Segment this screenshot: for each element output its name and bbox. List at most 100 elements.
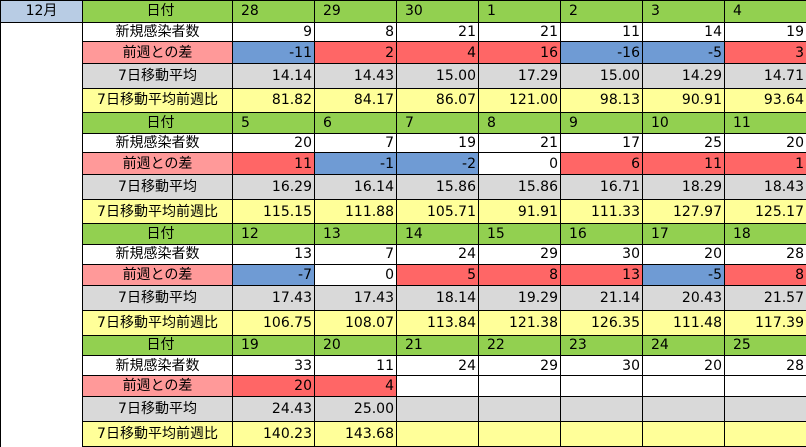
date-cell[interactable]: 29 xyxy=(314,0,397,23)
empty-cell[interactable] xyxy=(0,264,83,286)
empty-cell[interactable] xyxy=(0,199,83,224)
value-cell[interactable]: -11 xyxy=(232,41,315,64)
date-cell[interactable]: 13 xyxy=(314,223,397,246)
value-cell[interactable] xyxy=(724,396,806,423)
row-label-diff[interactable]: 前週との差 xyxy=(82,374,233,398)
value-cell[interactable]: 20 xyxy=(724,132,806,154)
value-cell[interactable]: 91.91 xyxy=(478,198,561,225)
value-cell[interactable]: 28 xyxy=(724,355,806,376)
value-cell[interactable]: 86.07 xyxy=(396,87,479,114)
date-cell[interactable]: 17 xyxy=(642,223,725,246)
value-cell[interactable]: 108.07 xyxy=(314,309,397,336)
empty-cell[interactable] xyxy=(0,112,83,134)
value-cell[interactable]: 14.14 xyxy=(232,62,315,89)
value-cell[interactable]: 127.97 xyxy=(642,198,725,225)
value-cell[interactable]: 20 xyxy=(232,132,315,154)
value-cell[interactable]: 11 xyxy=(232,152,315,176)
date-cell[interactable]: 16 xyxy=(560,223,643,246)
value-cell[interactable]: 121.38 xyxy=(478,309,561,336)
value-cell[interactable]: 4 xyxy=(396,41,479,64)
value-cell[interactable]: 11 xyxy=(314,355,397,376)
value-cell[interactable]: 16.71 xyxy=(560,174,643,200)
row-label-date[interactable]: 日付 xyxy=(82,223,233,246)
date-cell[interactable]: 5 xyxy=(232,112,315,134)
value-cell[interactable]: -2 xyxy=(396,152,479,176)
value-cell[interactable]: 15.86 xyxy=(478,174,561,200)
value-cell[interactable]: 16.14 xyxy=(314,174,397,200)
value-cell[interactable]: -1 xyxy=(314,152,397,176)
date-cell[interactable]: 7 xyxy=(396,112,479,134)
value-cell[interactable]: 16 xyxy=(478,41,561,64)
date-cell[interactable]: 1 xyxy=(478,0,561,23)
empty-cell[interactable] xyxy=(0,41,83,64)
row-label-avg7[interactable]: 7日移動平均 xyxy=(82,174,233,200)
date-cell[interactable]: 9 xyxy=(560,112,643,134)
value-cell[interactable]: 11 xyxy=(560,21,643,43)
value-cell[interactable]: 0 xyxy=(478,152,561,176)
value-cell[interactable] xyxy=(560,374,643,398)
value-cell[interactable]: 140.23 xyxy=(232,421,315,447)
value-cell[interactable]: 14.43 xyxy=(314,62,397,89)
value-cell[interactable]: 8 xyxy=(478,263,561,287)
row-label-diff[interactable]: 前週との差 xyxy=(82,41,233,64)
value-cell[interactable]: 20 xyxy=(232,374,315,398)
value-cell[interactable]: -7 xyxy=(232,263,315,287)
empty-cell[interactable] xyxy=(0,285,83,311)
value-cell[interactable]: 20 xyxy=(642,244,725,265)
value-cell[interactable]: 30 xyxy=(560,244,643,265)
value-cell[interactable]: 113.84 xyxy=(396,309,479,336)
row-label-avg7[interactable]: 7日移動平均 xyxy=(82,285,233,311)
value-cell[interactable]: 90.91 xyxy=(642,87,725,114)
value-cell[interactable] xyxy=(478,396,561,423)
value-cell[interactable]: 16.29 xyxy=(232,174,315,200)
value-cell[interactable]: 9 xyxy=(232,21,315,43)
value-cell[interactable]: 106.75 xyxy=(232,309,315,336)
value-cell[interactable]: 5 xyxy=(396,263,479,287)
value-cell[interactable]: 111.33 xyxy=(560,198,643,225)
date-cell[interactable]: 22 xyxy=(478,334,561,357)
empty-cell[interactable] xyxy=(0,335,83,356)
value-cell[interactable]: 15.00 xyxy=(560,62,643,89)
empty-cell[interactable] xyxy=(0,22,83,42)
value-cell[interactable] xyxy=(642,374,725,398)
date-cell[interactable]: 18 xyxy=(724,223,806,246)
value-cell[interactable]: 98.13 xyxy=(560,87,643,114)
row-label-ratio[interactable]: 7日移動平均前週比 xyxy=(82,421,233,447)
row-label-diff[interactable]: 前週との差 xyxy=(82,152,233,176)
date-cell[interactable]: 30 xyxy=(396,0,479,23)
row-label-new-cases[interactable]: 新規感染者数 xyxy=(82,132,233,154)
value-cell[interactable]: -5 xyxy=(642,41,725,64)
value-cell[interactable]: 105.71 xyxy=(396,198,479,225)
empty-cell[interactable] xyxy=(0,133,83,153)
date-cell[interactable]: 28 xyxy=(232,0,315,23)
empty-cell[interactable] xyxy=(0,223,83,245)
empty-cell[interactable] xyxy=(0,310,83,336)
value-cell[interactable]: 17 xyxy=(560,132,643,154)
value-cell[interactable]: 84.17 xyxy=(314,87,397,114)
row-label-date[interactable]: 日付 xyxy=(82,112,233,134)
empty-cell[interactable] xyxy=(0,244,83,265)
row-label-new-cases[interactable]: 新規感染者数 xyxy=(82,355,233,376)
value-cell[interactable]: 21.14 xyxy=(560,285,643,311)
row-label-diff[interactable]: 前週との差 xyxy=(82,263,233,287)
value-cell[interactable]: 20.43 xyxy=(642,285,725,311)
date-cell[interactable]: 24 xyxy=(642,334,725,357)
empty-cell[interactable] xyxy=(0,152,83,175)
value-cell[interactable] xyxy=(396,374,479,398)
value-cell[interactable]: 13 xyxy=(232,244,315,265)
value-cell[interactable]: 121.00 xyxy=(478,87,561,114)
date-cell[interactable]: 19 xyxy=(232,334,315,357)
value-cell[interactable]: 0 xyxy=(314,263,397,287)
value-cell[interactable]: 81.82 xyxy=(232,87,315,114)
date-cell[interactable]: 25 xyxy=(724,334,806,357)
value-cell[interactable]: 13 xyxy=(560,263,643,287)
date-cell[interactable]: 12 xyxy=(232,223,315,246)
empty-cell[interactable] xyxy=(0,88,83,113)
value-cell[interactable]: 24 xyxy=(396,244,479,265)
value-cell[interactable] xyxy=(560,396,643,423)
row-label-ratio[interactable]: 7日移動平均前週比 xyxy=(82,309,233,336)
date-cell[interactable]: 4 xyxy=(724,0,806,23)
date-cell[interactable]: 11 xyxy=(724,112,806,134)
value-cell[interactable]: -5 xyxy=(642,263,725,287)
date-cell[interactable]: 14 xyxy=(396,223,479,246)
